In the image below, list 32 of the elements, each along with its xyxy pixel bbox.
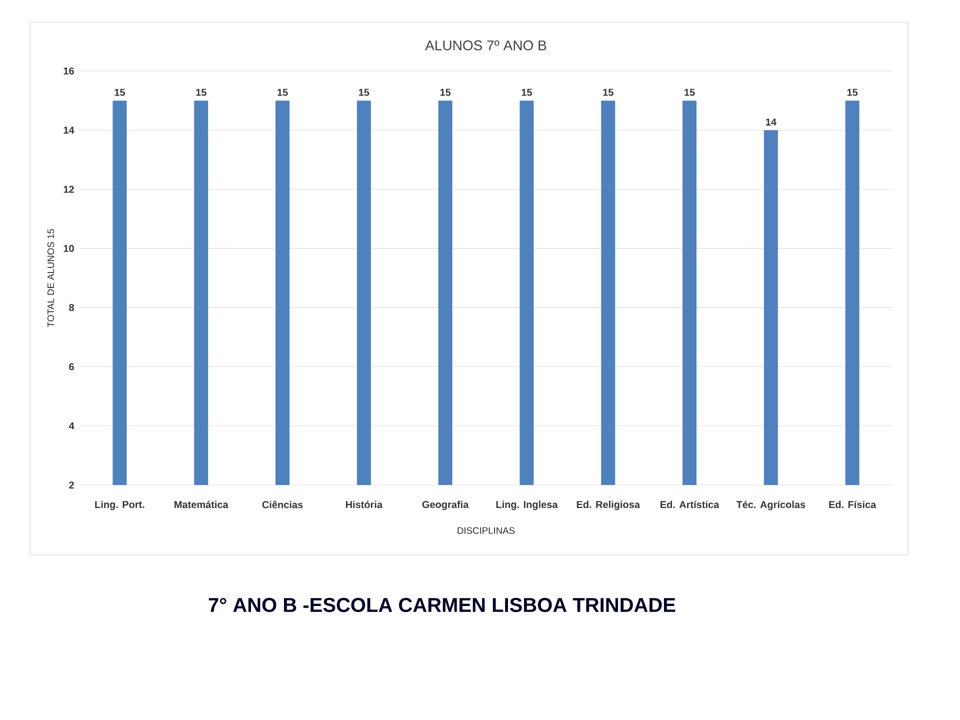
data-label: 15	[114, 88, 125, 96]
data-label: 15	[684, 88, 695, 96]
chart-title: ALUNOS 7º ANO B	[425, 40, 546, 50]
x-tick-label: Ling. Port.	[95, 500, 144, 510]
x-tick-label: Téc. Agrícolas	[736, 500, 806, 510]
x-tick-label: Ling. Inglesa	[496, 500, 558, 510]
data-label: 15	[847, 88, 858, 96]
x-tick-label: Ed. Física	[829, 500, 876, 508]
y-tick-label: 10	[64, 244, 74, 252]
y-tick-label: 2	[69, 482, 74, 488]
y-tick-label: 14	[64, 126, 74, 134]
x-axis-title: DISCIPLINAS	[458, 527, 515, 534]
data-label: 14	[766, 118, 776, 126]
data-label: 15	[522, 88, 532, 96]
data-label: 15	[278, 88, 288, 96]
x-tick-label: Ciências	[262, 500, 303, 508]
x-tick-label: História	[346, 500, 383, 508]
x-tick-label: Ed. Artística	[660, 500, 720, 508]
data-label: 15	[196, 88, 206, 96]
y-tick-label: 8	[69, 304, 74, 312]
x-tick-label: Matemática	[174, 500, 228, 508]
x-tick-label: Ed. Religiosa	[576, 500, 640, 510]
y-tick-label: 12	[64, 186, 74, 193]
data-label: 15	[440, 88, 451, 96]
data-label: 15	[358, 88, 370, 96]
x-tick-label: Geografia	[422, 500, 469, 510]
data-label: 15	[603, 88, 614, 96]
text: 7° ANO B -ESCOLA CARMEN LISBOA TRINDADE	[208, 598, 676, 612]
y-tick-label: 6	[69, 363, 74, 370]
y-axis-title: TOTAL DE ALUNOS 15	[47, 229, 54, 328]
y-tick-label: 16	[64, 67, 74, 75]
y-tick-label: 4	[68, 422, 74, 430]
